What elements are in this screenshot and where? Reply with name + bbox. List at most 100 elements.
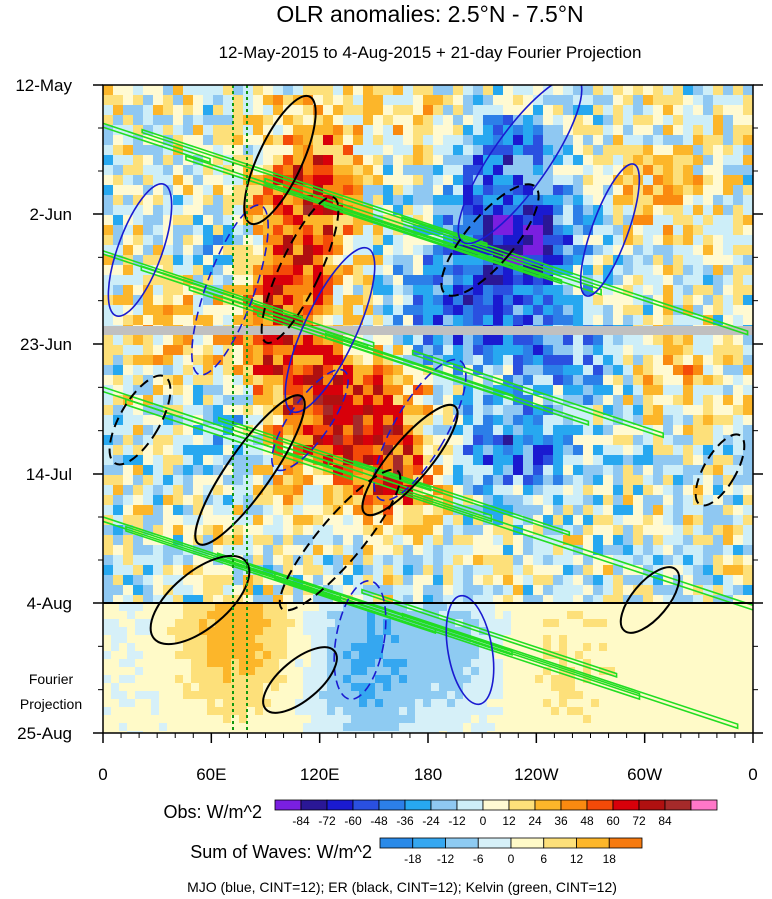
obs-cell: [723, 95, 734, 106]
obs-cell: [363, 315, 374, 326]
obs-cell: [343, 575, 354, 586]
projection-cell: [535, 627, 544, 636]
projection-cell: [687, 627, 696, 636]
obs-cell: [123, 285, 134, 296]
projection-cell: [159, 611, 168, 620]
obs-cell: [723, 285, 734, 296]
projection-cell: [287, 603, 296, 612]
obs-cell: [613, 315, 624, 326]
obs-cell: [543, 205, 554, 216]
obs-cell: [713, 275, 724, 286]
obs-cell: [303, 245, 314, 256]
projection-cell: [663, 707, 672, 716]
projection-cell: [191, 667, 200, 676]
projection-cell: [223, 651, 232, 660]
projection-cell: [279, 731, 288, 733]
projection-cell: [631, 699, 640, 708]
obs-cell: [543, 395, 554, 406]
obs-cell: [573, 155, 584, 166]
obs-cell: [383, 515, 394, 526]
obs-cell: [733, 215, 744, 226]
obs-cell: [273, 565, 284, 576]
obs-cell: [513, 525, 524, 536]
obs-cell: [113, 195, 124, 206]
obs-cell: [563, 235, 574, 246]
obs-cell: [313, 355, 324, 366]
obs-cell: [693, 375, 704, 386]
obs-cell: [643, 345, 654, 356]
colorbar-tick-label: -18: [404, 852, 422, 866]
obs-cell: [663, 175, 674, 186]
projection-cell: [111, 635, 120, 644]
obs-cell: [353, 315, 364, 326]
projection-cell: [743, 627, 752, 636]
obs-cell: [103, 395, 114, 406]
obs-cell: [523, 95, 534, 106]
obs-cell: [563, 435, 574, 446]
obs-cell: [453, 335, 464, 346]
obs-cell: [563, 175, 574, 186]
obs-cell: [283, 585, 294, 596]
obs-cell: [403, 345, 414, 356]
obs-cell: [673, 105, 684, 116]
obs-cell: [663, 565, 674, 576]
projection-cell: [711, 683, 720, 692]
projection-cell: [575, 603, 584, 612]
obs-cell: [483, 485, 494, 496]
obs-cell: [253, 105, 264, 116]
obs-cell: [143, 385, 154, 396]
obs-cell: [383, 575, 394, 586]
obs-cell: [193, 315, 204, 326]
obs-cell: [333, 255, 344, 266]
obs-cell: [103, 545, 114, 556]
obs-cell: [223, 575, 234, 586]
projection-cell: [431, 619, 440, 628]
projection-cell: [727, 715, 736, 724]
obs-cell: [543, 585, 554, 596]
projection-cell: [623, 603, 632, 612]
obs-cell: [433, 285, 444, 296]
obs-cell: [323, 125, 334, 136]
obs-cell: [103, 505, 114, 516]
obs-cell: [473, 295, 484, 306]
obs-cell: [193, 505, 204, 516]
obs-cell: [233, 305, 244, 316]
obs-cell: [613, 585, 624, 596]
obs-cell: [123, 355, 134, 366]
obs-cell: [363, 545, 374, 556]
obs-cell: [573, 265, 584, 276]
obs-cell: [213, 225, 224, 236]
obs-cell: [483, 135, 494, 146]
projection-cell: [239, 635, 248, 644]
contours-note: MJO (blue, CINT=12); ER (black, CINT=12)…: [187, 879, 617, 895]
projection-cell: [663, 643, 672, 652]
projection-cell: [503, 691, 512, 700]
obs-cell: [523, 255, 534, 266]
obs-cell: [513, 505, 524, 516]
obs-cell: [293, 595, 304, 606]
obs-cell: [713, 595, 724, 606]
obs-cell: [213, 535, 224, 546]
obs-cell: [683, 155, 694, 166]
obs-cell: [343, 525, 354, 536]
obs-cell: [233, 275, 244, 286]
obs-cell: [583, 165, 594, 176]
projection-cell: [703, 619, 712, 628]
projection-cell: [215, 619, 224, 628]
obs-cell: [643, 525, 654, 536]
obs-cell: [673, 545, 684, 556]
obs-cell: [273, 85, 284, 96]
obs-cell: [583, 335, 594, 346]
obs-cell: [183, 485, 194, 496]
obs-cell: [613, 565, 624, 576]
projection-cell: [167, 643, 176, 652]
obs-cell: [153, 305, 164, 316]
projection-cell: [495, 603, 504, 612]
obs-cell: [733, 175, 744, 186]
obs-cell: [723, 335, 734, 346]
obs-cell: [163, 125, 174, 136]
projection-cell: [263, 627, 272, 636]
projection-cell: [247, 619, 256, 628]
obs-cell: [563, 185, 574, 196]
obs-cell: [553, 355, 564, 366]
